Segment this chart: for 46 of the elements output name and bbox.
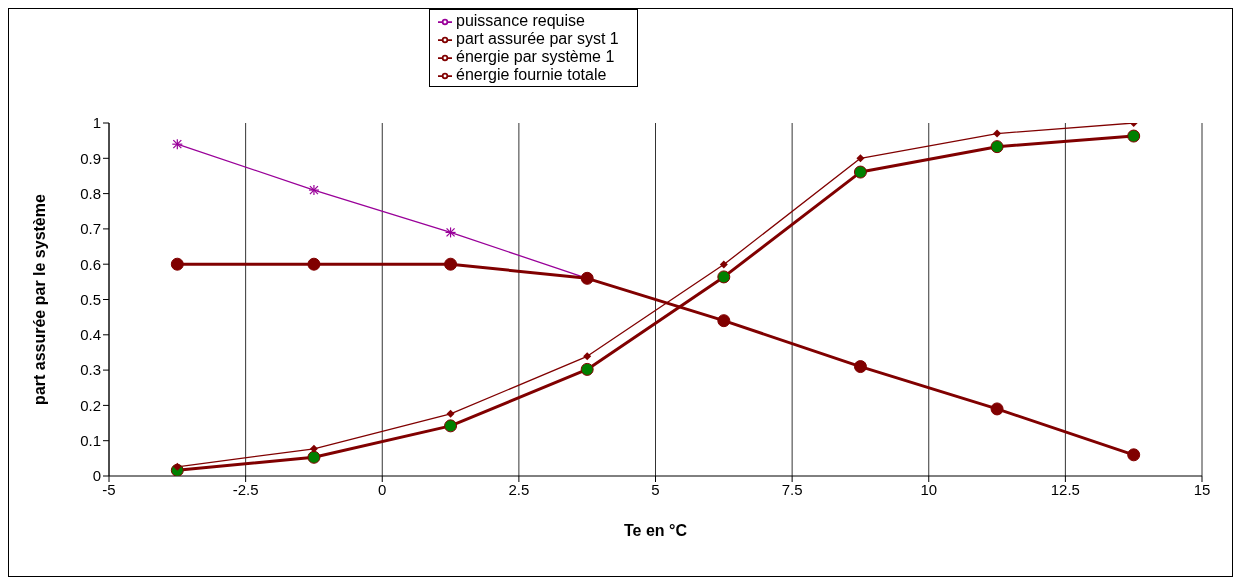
x-tick-label: 7.5: [781, 480, 803, 498]
point: [444, 257, 458, 271]
point: [1127, 448, 1141, 462]
x-tick-label: -5: [102, 480, 116, 498]
y-tick-label: 0.9: [80, 149, 101, 167]
x-tick-label: 12.5: [1050, 480, 1080, 498]
y-tick-label: 0.1: [80, 432, 101, 450]
point: [717, 270, 731, 284]
point: [853, 165, 867, 179]
y-tick-label: 0.2: [80, 396, 101, 414]
legend-label: énergie par système 1: [456, 48, 615, 65]
point: [309, 444, 318, 453]
point: [307, 257, 321, 271]
point: [444, 419, 458, 433]
y-tick-label: 0.7: [80, 220, 101, 238]
legend-label: part assurée par syst 1: [456, 30, 619, 47]
legend-label: puissance requise: [456, 12, 585, 29]
x-tick-label: 2.5: [508, 480, 530, 498]
y-tick-label: 0: [92, 467, 101, 485]
point: [856, 154, 865, 163]
x-tick-label: -2.5: [232, 480, 259, 498]
point: [993, 129, 1002, 138]
point: [580, 362, 594, 376]
x-axis-title: Te en °C: [624, 522, 688, 539]
y-tick-label: 0.8: [80, 184, 101, 202]
x-tick-label: 0: [378, 480, 387, 498]
y-tick-label: 0.4: [80, 326, 101, 344]
point: [583, 352, 592, 361]
x-tick-label: 5: [651, 480, 660, 498]
y-axis-title: part assurée par le système: [30, 194, 48, 405]
x-tick-label: 10: [920, 480, 938, 498]
y-tick-label: 0.5: [80, 290, 101, 308]
point: [170, 257, 184, 271]
point: [1127, 129, 1141, 143]
point: [990, 140, 1004, 154]
point: [719, 260, 728, 269]
point: [446, 409, 455, 418]
x-tick-label: 15: [1193, 480, 1211, 498]
point: [990, 402, 1004, 416]
point: [853, 360, 867, 374]
legend-label: énergie fournie totale: [456, 66, 607, 83]
y-tick-label: 0.3: [80, 361, 101, 379]
y-tick-label: 1: [92, 114, 101, 132]
y-tick-label: 0.6: [80, 255, 101, 273]
point: [307, 450, 321, 464]
point: [717, 314, 731, 328]
